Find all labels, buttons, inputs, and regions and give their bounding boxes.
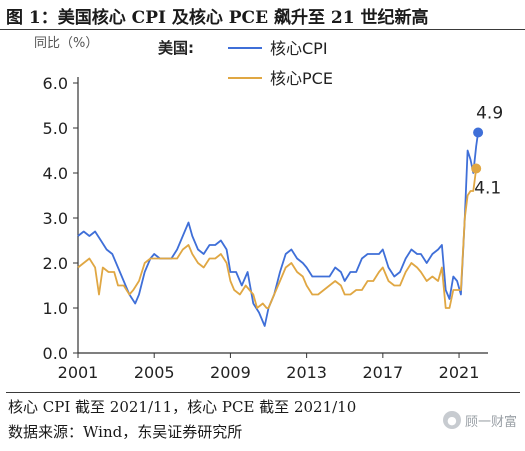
watermark-text: 顾一财富 [464, 414, 517, 430]
y-tick-label: 4.0 [43, 164, 68, 183]
source-note: 数据来源：Wind，东吴证券研究所 [8, 423, 243, 441]
y-tick-label: 0.0 [43, 344, 68, 363]
chart-legend: 美国: 核心CPI 核心PCE [158, 39, 333, 88]
y-axis-label: 同比（%） [34, 36, 98, 51]
y-tick-label: 2.0 [43, 254, 68, 273]
x-tick-label: 2021 [439, 363, 480, 382]
x-tick-label: 2001 [58, 363, 99, 382]
series-end-point-1 [471, 163, 482, 174]
x-tick-label: 2017 [362, 363, 403, 382]
y-tick-label: 6.0 [43, 74, 68, 93]
figure-title: 图 1：美国核心 CPI 及核心 PCE 飙升至 21 世纪新高 [0, 0, 525, 30]
line-chart: 0.0 1.0 2.0 3.0 4.0 5.0 6.0 2001 2005 2009 2013 201… [34, 36, 503, 382]
wechat-icon: ● [442, 411, 461, 429]
y-tick-label: 5.0 [43, 119, 68, 138]
legend-label-0: 核心CPI [270, 39, 328, 58]
series-line-1 [77, 168, 478, 309]
x-tick-label: 2013 [286, 363, 327, 382]
x-tick-label: 2005 [134, 363, 175, 382]
watermark: ● 顾一财富 [442, 408, 517, 432]
chart-axes: 0.0 1.0 2.0 3.0 4.0 5.0 6.0 2001 2005 2009 2013 201… [34, 36, 488, 382]
footer-divider [6, 392, 520, 393]
series-end-label-1: 4.1 [474, 179, 501, 199]
legend-label-1: 核心PCE [270, 69, 333, 88]
y-tick-label: 3.0 [43, 209, 68, 228]
series-end-point-0 [473, 127, 484, 138]
data-note: 核心 CPI 截至 2021/11，核心 PCE 截至 2021/10 [8, 398, 357, 416]
series-end-label-0: 4.9 [476, 104, 503, 124]
x-tick-label: 2009 [210, 363, 251, 382]
y-tick-label: 1.0 [43, 299, 68, 318]
chart-series: 4.9 4.1 [77, 104, 503, 327]
series-line-0 [77, 132, 479, 327]
legend-title: 美国: [158, 39, 194, 57]
